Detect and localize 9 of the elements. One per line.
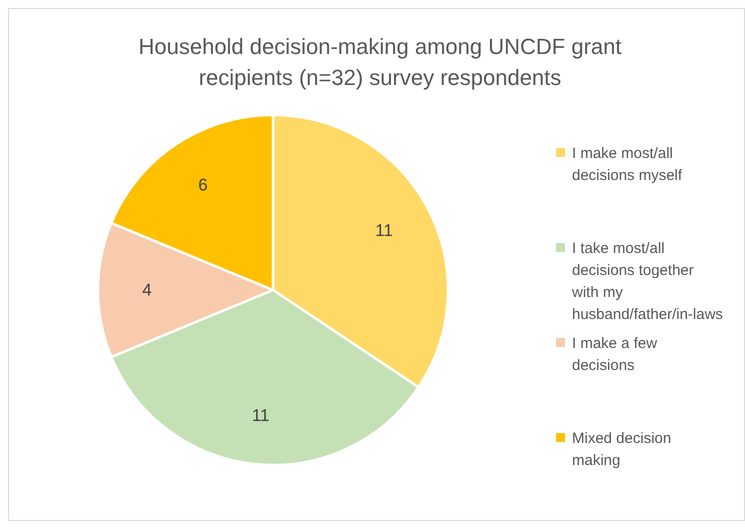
data-label: 11 [375, 221, 393, 240]
legend-label: I make most/all decisions myself [572, 145, 683, 184]
legend-label: Mixed decision making [572, 430, 672, 469]
data-label: 4 [142, 280, 152, 300]
chart-title: Household decision-making among UNCDF grant recipients (n=32) survey respondents [138, 34, 622, 90]
legend-label: I make a few decisions [572, 335, 658, 374]
data-label: 6 [198, 176, 208, 195]
data-label: 11 [252, 406, 270, 425]
legend-label: I take most/all decisions together with my husband/father/in-laws [571, 240, 723, 323]
